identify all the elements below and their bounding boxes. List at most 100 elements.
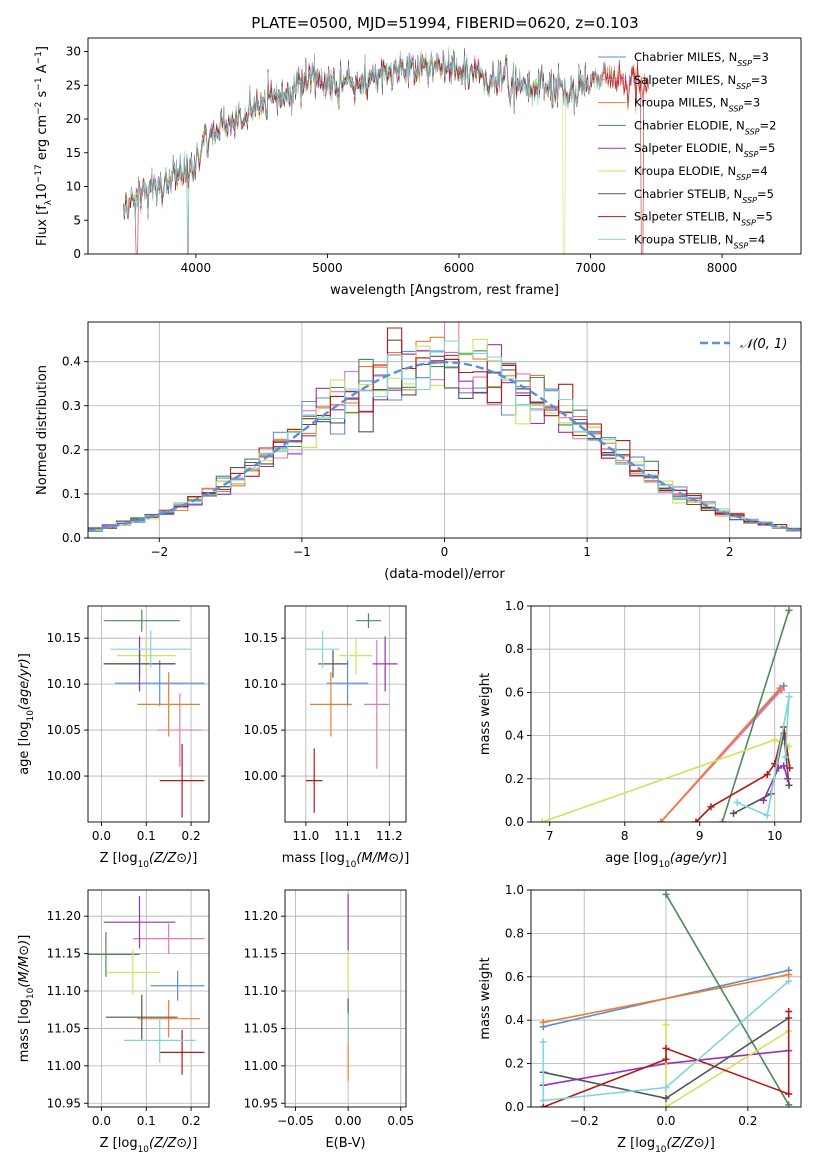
errorbar-point [339, 637, 373, 675]
weight-marker [662, 1083, 670, 1091]
tick-label-y: 0.0 [62, 531, 81, 545]
errorbar-point [123, 1017, 196, 1063]
weight-series [539, 971, 793, 1026]
weight-series-line [736, 696, 790, 817]
tick-label-y: 0.0 [505, 1100, 524, 1114]
tick-label-y: 11.05 [47, 1021, 81, 1035]
tick-label-x: 2 [726, 545, 734, 559]
weight-marker [785, 693, 793, 701]
tick-label-y: 10.10 [244, 677, 278, 691]
weight-series-line [695, 726, 791, 822]
weight-series [539, 1008, 793, 1107]
tick-label-x: 8000 [707, 261, 738, 275]
weight-series-line [721, 610, 790, 822]
weight-series-line [542, 980, 790, 1102]
errorbar-point [159, 743, 205, 818]
tick-label-y: 10.95 [47, 1096, 81, 1110]
tick-label-y: 11.05 [244, 1021, 278, 1035]
weight-marker [780, 762, 788, 770]
axis-label-x: E(B-V) [325, 1136, 365, 1151]
plot-area-weight-vs-age [538, 606, 794, 822]
tick-label-y: 10.95 [244, 1096, 278, 1110]
tick-label-x: 1 [583, 545, 591, 559]
tick-label-y: 20 [66, 112, 81, 126]
tick-label-x: 4000 [181, 261, 212, 275]
tick-label-x: 7000 [575, 261, 606, 275]
tick-label-y: 10.10 [47, 677, 81, 691]
weight-marker [785, 971, 793, 979]
tick-label-y: 0.2 [505, 772, 524, 786]
errorbar-point [105, 994, 178, 1040]
legend-label: Chabrier ELODIE, NSSP=2 [634, 118, 776, 136]
weight-marker [539, 1018, 547, 1026]
weight-marker [662, 1055, 670, 1063]
gaussian-curve [88, 360, 801, 532]
tick-label-y: 0.6 [505, 970, 524, 984]
weight-series-line [660, 687, 781, 822]
tick-label-y: 10.05 [47, 723, 81, 737]
tick-label-y: 11.20 [244, 909, 278, 923]
tick-label-x: 0.00 [335, 1114, 362, 1128]
tick-label-y: 10.00 [244, 769, 278, 783]
errorbar-point [105, 949, 160, 995]
weight-marker [785, 606, 793, 614]
legend-label: Kroupa STELIB, NSSP=4 [634, 232, 765, 250]
weight-marker [781, 753, 789, 761]
errorbar-point [137, 672, 201, 737]
tick-label-x: 7 [546, 829, 554, 843]
weight-marker [662, 1103, 670, 1107]
histogram-series-line [88, 339, 801, 530]
errorbar-point [117, 637, 176, 675]
weight-series [718, 606, 793, 822]
weight-marker [662, 1094, 670, 1102]
legend-label: 𝒩(0, 1) [740, 337, 787, 352]
tick-label-y: 0.4 [505, 729, 524, 743]
errorbar-point [159, 1029, 205, 1075]
legend: Chabrier MILES, NSSP=3 Salpeter MILES, NS… [598, 50, 776, 250]
tick-label-y: 10.15 [244, 631, 278, 645]
tick-label-x: 0.2 [182, 1114, 201, 1128]
tick-label-y: 0.0 [505, 815, 524, 829]
legend-label: Salpeter MILES, NSSP=3 [634, 73, 768, 91]
weight-series [692, 723, 794, 822]
weight-marker [776, 684, 784, 692]
errorbar-point [310, 672, 352, 737]
axis-label-x: Z [log10(Z/Z⊙)] [100, 1136, 198, 1155]
tick-label-y: 25 [66, 78, 81, 92]
tick-label-x: 10 [767, 829, 782, 843]
tick-label-x: 9 [696, 829, 704, 843]
tick-label-x: 0.0 [92, 1114, 111, 1128]
weight-marker [780, 682, 788, 690]
axes-frame [284, 889, 407, 1108]
plot-area-residuals [88, 322, 801, 532]
tick-label-y: 0.3 [62, 399, 81, 413]
weight-marker [657, 818, 665, 822]
weight-marker [730, 809, 737, 817]
legend-label: Chabrier MILES, NSSP=3 [634, 50, 769, 68]
tick-label-y: 0.4 [62, 355, 81, 369]
plot-area-age-vs-Z [103, 609, 205, 818]
weight-marker [763, 812, 771, 820]
weight-marker [662, 1044, 670, 1052]
errorbar-point [103, 609, 180, 632]
tick-label-y: 1.0 [505, 599, 524, 613]
errorbar-point [157, 693, 203, 767]
plot-area-spectrum [123, 46, 649, 254]
tick-label-y: 11.20 [47, 909, 81, 923]
axes-frame [284, 605, 407, 823]
errorbar-point [137, 999, 201, 1038]
panel-age-vs-mass: 11.0 11.1 11.2 10.00 10.05 10.10 10.15 mass [lo… [244, 605, 410, 870]
weight-series [539, 977, 793, 1104]
errorbar-point [103, 895, 176, 949]
errorbar-point [372, 636, 398, 692]
axes-frame [87, 605, 210, 823]
weight-marker [785, 977, 793, 985]
tick-label-x: 11.1 [334, 829, 361, 843]
weight-series [657, 684, 784, 822]
legend-label: Salpeter STELIB, NSSP=5 [634, 210, 773, 228]
axis-label-x: mass [log10(M/M⊙)] [282, 851, 410, 870]
weight-marker [539, 1096, 547, 1104]
errorbar-point [114, 660, 205, 707]
weight-marker [539, 1103, 547, 1107]
